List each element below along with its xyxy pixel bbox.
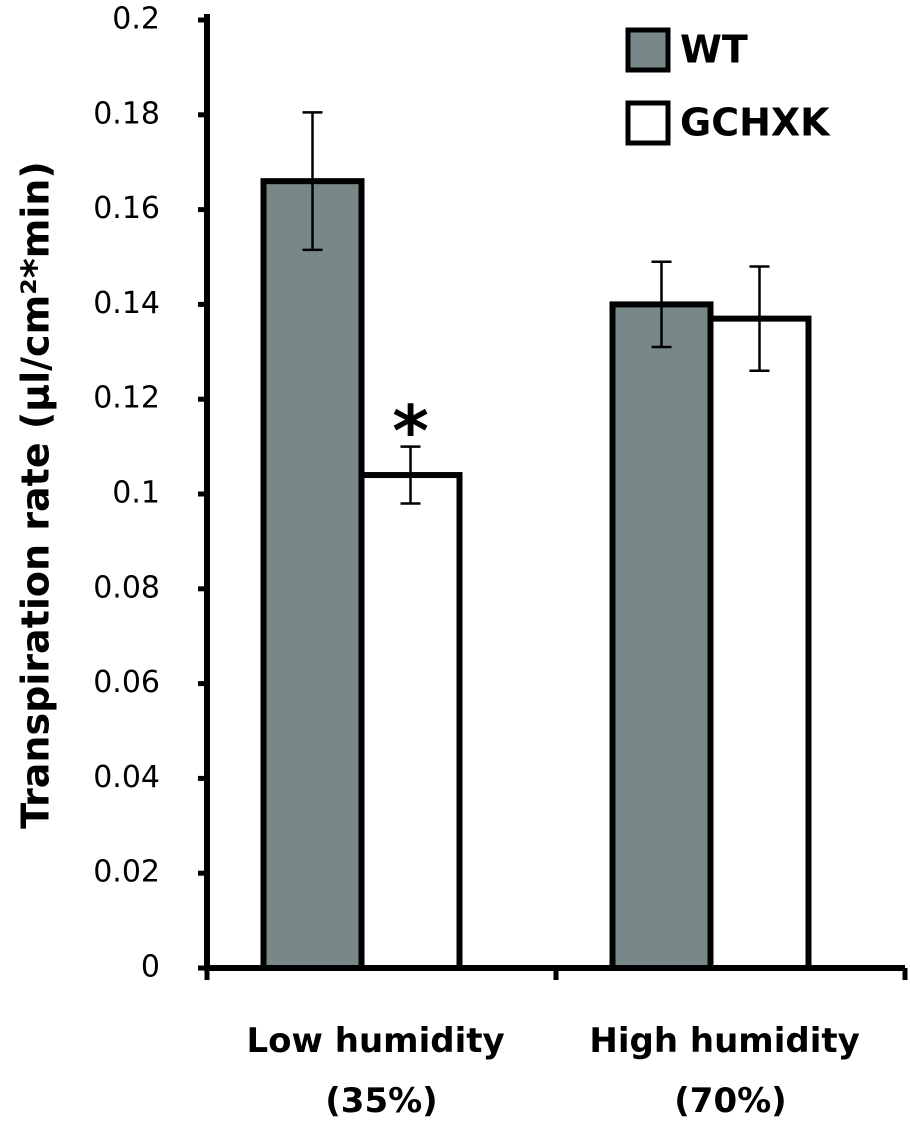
legend-swatch (625, 100, 671, 146)
annotation: * (392, 391, 429, 473)
error-bar (302, 111, 323, 252)
error-bar (651, 260, 672, 349)
legend-label: WT (680, 28, 748, 72)
y-axis-label: Transpiration rate (μl/cm²*min) (14, 161, 58, 828)
legend-swatch (625, 27, 671, 73)
error-bar (400, 445, 421, 505)
bar (609, 301, 714, 971)
error-bar (749, 265, 770, 373)
y-tick-label: 0.14 (93, 286, 160, 321)
y-tick-label: 0.16 (93, 191, 160, 226)
y-tick-label: 0.18 (93, 96, 160, 131)
x-tick-label: High humidity (70%) (589, 1021, 871, 1121)
y-tick-label: 0 (141, 950, 160, 985)
legend-label: GCHXK (680, 101, 831, 145)
bar (260, 178, 365, 972)
y-tick-label: 0.12 (93, 381, 160, 416)
y-tick-label: 0.2 (112, 2, 160, 37)
y-tick-label: 0.08 (93, 570, 160, 605)
y-tick-label: 0.06 (93, 665, 160, 700)
y-tick-label: 0.1 (112, 476, 160, 511)
y-tick-label: 0.02 (93, 855, 160, 890)
bar (358, 472, 463, 971)
bar (707, 315, 812, 971)
x-tick-label: Low humidity (35%) (246, 1021, 516, 1121)
y-tick-label: 0.04 (93, 760, 160, 795)
